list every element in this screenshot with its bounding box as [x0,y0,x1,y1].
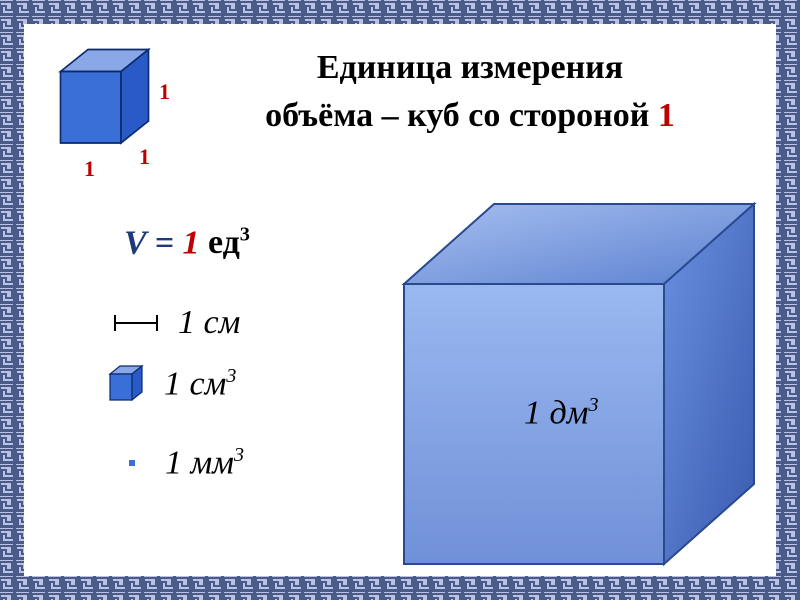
title-line-1: Единица измерения [194,44,746,92]
small-unit-cube: 1 1 1 [44,44,194,204]
dim-label-height: 1 [159,79,170,105]
cm-line-icon [114,313,158,333]
mm3-dot-icon [129,460,135,466]
title-line-2: объёма – куб со стороной 1 [194,92,746,140]
dim-label-depth: 1 [139,144,150,170]
big-dm-cube: 1 дм3 [394,194,764,574]
cm3-cube-icon [104,364,144,404]
legend-cm3-row: 1 см3 [94,364,237,404]
legend-cm-label: 1 см [178,304,240,342]
dim-label-width: 1 [84,156,95,182]
big-cube-svg [394,194,764,574]
legend-mm3-row: 1 мм3 [94,444,244,482]
content-area: Единица измерения объёма – куб со сторон… [24,24,776,576]
small-cube-svg [44,44,154,154]
volume-formula: V = 1 ед3 [124,224,250,262]
title: Единица измерения объёма – куб со сторон… [194,44,746,139]
legend-cm-row: 1 см [94,304,240,342]
legend-mm3-label: 1 мм3 [165,444,244,482]
big-cube-label: 1 дм3 [524,394,599,432]
legend-cm3-label: 1 см3 [164,365,237,403]
